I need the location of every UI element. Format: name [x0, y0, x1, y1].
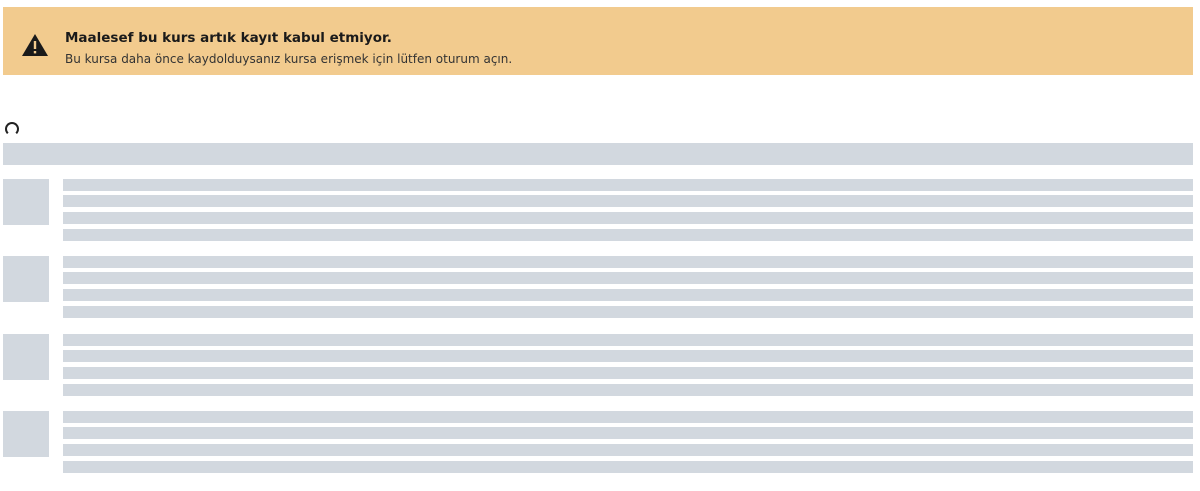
skeleton-thumbnail [3, 411, 49, 457]
skeleton-line [63, 350, 1193, 362]
skeleton-header [3, 143, 1193, 165]
skeleton-line [63, 179, 1193, 191]
skeleton-line [63, 195, 1193, 207]
spinner-icon [5, 122, 19, 136]
alert-message: Bu kursa daha önce kaydolduysanız kursa … [65, 52, 513, 66]
skeleton-line [63, 256, 1193, 268]
skeleton-thumbnail [3, 334, 49, 380]
skeleton-row [0, 334, 1200, 404]
skeleton-line [63, 272, 1193, 284]
warning-icon [22, 34, 48, 56]
enrollment-closed-alert: Maalesef bu kurs artık kayıt kabul etmiy… [3, 7, 1193, 75]
skeleton-thumbnail [3, 179, 49, 225]
skeleton-row [0, 256, 1200, 326]
skeleton-row [0, 179, 1200, 249]
skeleton-thumbnail [3, 256, 49, 302]
skeleton-line [63, 229, 1193, 241]
skeleton-line [63, 289, 1193, 301]
skeleton-row [0, 411, 1200, 481]
skeleton-line [63, 461, 1193, 473]
skeleton-line [63, 212, 1193, 224]
alert-title: Maalesef bu kurs artık kayıt kabul etmiy… [65, 30, 392, 46]
skeleton-line [63, 334, 1193, 346]
skeleton-line [63, 411, 1193, 423]
skeleton-line [63, 427, 1193, 439]
skeleton-line [63, 306, 1193, 318]
skeleton-line [63, 444, 1193, 456]
skeleton-line [63, 367, 1193, 379]
skeleton-line [63, 384, 1193, 396]
